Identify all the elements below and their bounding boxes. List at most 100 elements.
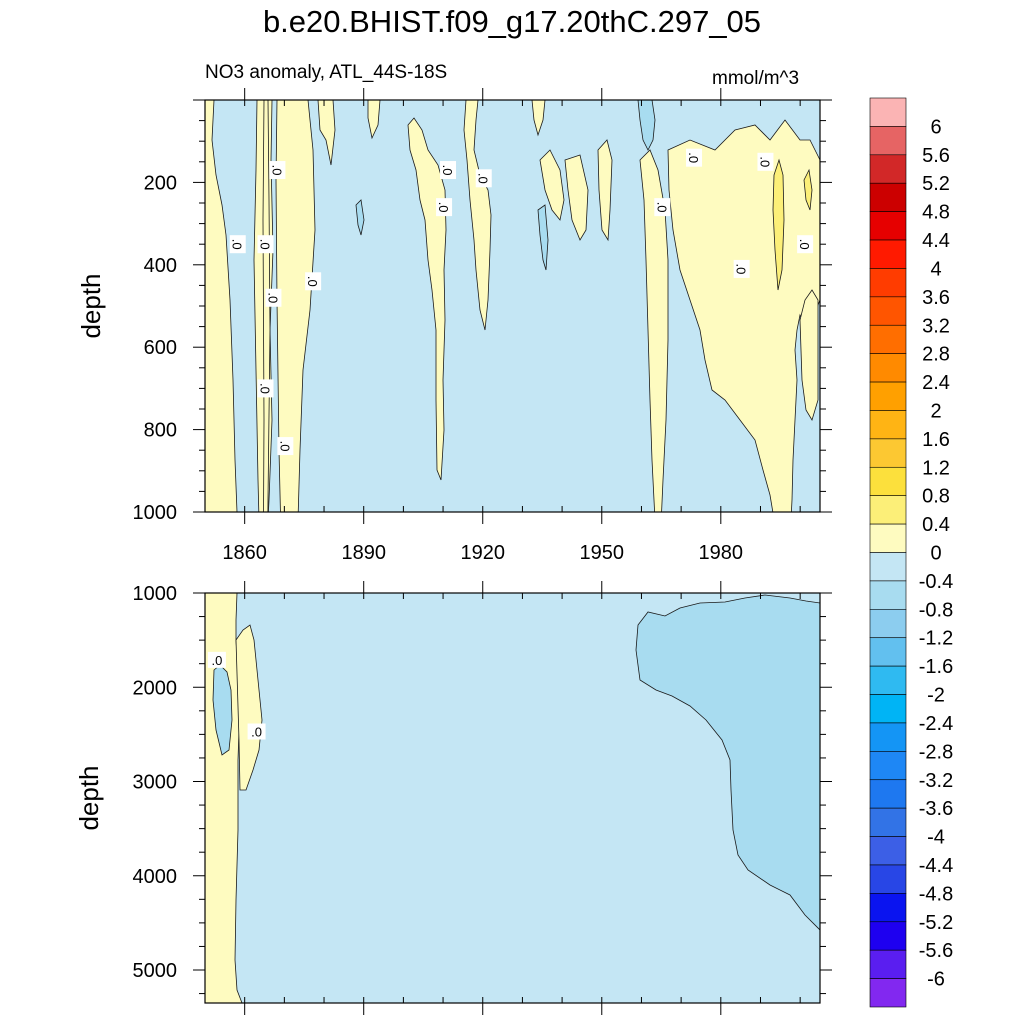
- contour-label-text: .0: [734, 263, 749, 274]
- colorbar-swatch: [869, 466, 907, 496]
- y-tick-label: 800: [144, 420, 177, 442]
- lower-ylabel: depth: [74, 765, 104, 830]
- upper-positive-region-1935: [531, 100, 546, 137]
- contour-label: .0: [686, 148, 703, 167]
- colorbar-label: -4.8: [919, 883, 953, 905]
- colorbar-label: 2: [930, 400, 941, 422]
- colorbar-label: -1.6: [919, 656, 953, 678]
- colorbar-swatch: [869, 552, 907, 582]
- x-tick-label: 1980: [699, 542, 744, 564]
- contour-label: .0: [277, 437, 294, 456]
- colorbar-swatch: [869, 438, 907, 468]
- colorbar-swatch: [869, 211, 907, 241]
- upper-axes: 200 400 600 800 1000 1860 1890 1920 1950 1980: [133, 88, 832, 564]
- colorbar-label: -3.6: [919, 798, 953, 820]
- colorbar-label: 5.6: [922, 145, 950, 167]
- contour-label-text: .0: [251, 724, 262, 739]
- contour-label-box: [207, 651, 226, 668]
- x-tick-label: 1920: [460, 542, 505, 564]
- colorbar-label: 4.8: [922, 202, 950, 224]
- contour-label-box: [247, 723, 266, 740]
- contour-label-box: [475, 169, 492, 188]
- upper-positive-04-08-region: [772, 158, 785, 291]
- colorbar-swatch: [869, 410, 907, 440]
- page-title: b.e20.BHIST.f09_g17.20thC.297_05: [262, 4, 762, 39]
- upper-positive-region-1890: [367, 100, 381, 140]
- colorbar-swatch: [869, 978, 907, 1008]
- contour-label-box: [686, 148, 703, 167]
- colorbar-swatch: [869, 324, 907, 354]
- colorbar-swatch: [869, 637, 907, 667]
- lower-plot-frame: [204, 592, 821, 1004]
- contour-label-text: .0: [797, 239, 812, 250]
- colorbar-swatch: [869, 722, 907, 752]
- colorbar-label: 2.8: [922, 344, 950, 366]
- contour-label: .0: [440, 161, 457, 180]
- contour-label-text: .0: [258, 383, 273, 394]
- colorbar-swatch: [869, 864, 907, 894]
- upper-positive-region-1873: [275, 100, 316, 512]
- colorbar-label: 6: [930, 116, 941, 138]
- y-tick-label: 600: [144, 337, 177, 359]
- colorbar-swatch: [869, 523, 907, 553]
- x-tick-label: 1890: [341, 542, 386, 564]
- upper-positive-region-1880: [317, 100, 336, 166]
- colorbar-swatch: [869, 182, 907, 212]
- colorbar-swatch: [869, 353, 907, 383]
- contour-label: .0: [229, 235, 246, 254]
- contour-label-text: .0: [277, 441, 292, 452]
- colorbar-label: 1.2: [922, 457, 950, 479]
- colorbar-swatch: [869, 97, 907, 127]
- contour-label-text: .0: [476, 173, 491, 184]
- contour-label-box: [733, 259, 750, 278]
- colorbar-label: 3.6: [922, 287, 950, 309]
- contour-label-box: [269, 161, 286, 180]
- contour-label: .0: [757, 152, 774, 171]
- colorbar-label: -5.2: [919, 912, 953, 934]
- upper-positive-region-1965: [639, 149, 669, 512]
- colorbar-swatch: [869, 836, 907, 866]
- upper-positive-region-1942: [539, 149, 565, 221]
- colorbar-label: 2.4: [922, 372, 950, 394]
- colorbar-label: 0.8: [922, 486, 950, 508]
- colorbar-swatch: [869, 239, 907, 269]
- colorbar-swatch: [869, 751, 907, 781]
- contour-label-box: [797, 235, 814, 254]
- upper-positive-region-left: [205, 100, 238, 512]
- colorbar-label: -4.4: [919, 855, 953, 877]
- upper-contour-labels: .0 .0 .0 .0 .0 .0 .0 .0 .0 .0 .0 .0 .0 .0 .0: [229, 148, 814, 456]
- contour-label-text: .0: [269, 165, 284, 176]
- colorbar-label: 3.2: [922, 315, 950, 337]
- contour-label-box: [654, 198, 671, 217]
- contour-label: .0: [247, 723, 266, 740]
- upper-positive-region-1948: [564, 154, 589, 241]
- contour-label-box: [229, 235, 246, 254]
- contour-label: .0: [436, 198, 453, 217]
- contour-label-text: .0: [258, 239, 273, 250]
- colorbar-label: -2.8: [919, 741, 953, 763]
- contour-label: .0: [654, 198, 671, 217]
- upper-subtitle-right: mmol/m^3: [712, 68, 800, 89]
- contour-label: .0: [269, 161, 286, 180]
- colorbar-swatch: [869, 268, 907, 298]
- upper-negative-region-1940: [537, 204, 549, 271]
- colorbar-swatch: [869, 609, 907, 639]
- colorbar-label: -3.2: [919, 770, 953, 792]
- contour-label-box: [257, 235, 274, 254]
- lower-axes: 1000 2000 3000 4000 5000: [133, 581, 832, 1015]
- contour-label-text: .0: [654, 202, 669, 213]
- colorbar-label: 4: [930, 258, 941, 280]
- contour-label-box: [265, 288, 282, 307]
- lower-panel: .0 .0 1000 2000 3000 4000 5000 depth: [74, 581, 832, 1015]
- contour-label: .0: [733, 259, 750, 278]
- upper-positive-region-1918: [463, 100, 492, 331]
- lower-contour-labels: .0 .0: [207, 651, 266, 740]
- y-tick-label: 4000: [133, 866, 178, 888]
- x-tick-label: 1860: [222, 542, 267, 564]
- colorbar-label: -6: [927, 969, 945, 991]
- colorbar-swatch: [869, 580, 907, 610]
- colorbar-swatch: [869, 665, 907, 695]
- contour-label-box: [305, 272, 322, 291]
- y-tick-label: 200: [144, 172, 177, 194]
- colorbar-swatch: [869, 807, 907, 837]
